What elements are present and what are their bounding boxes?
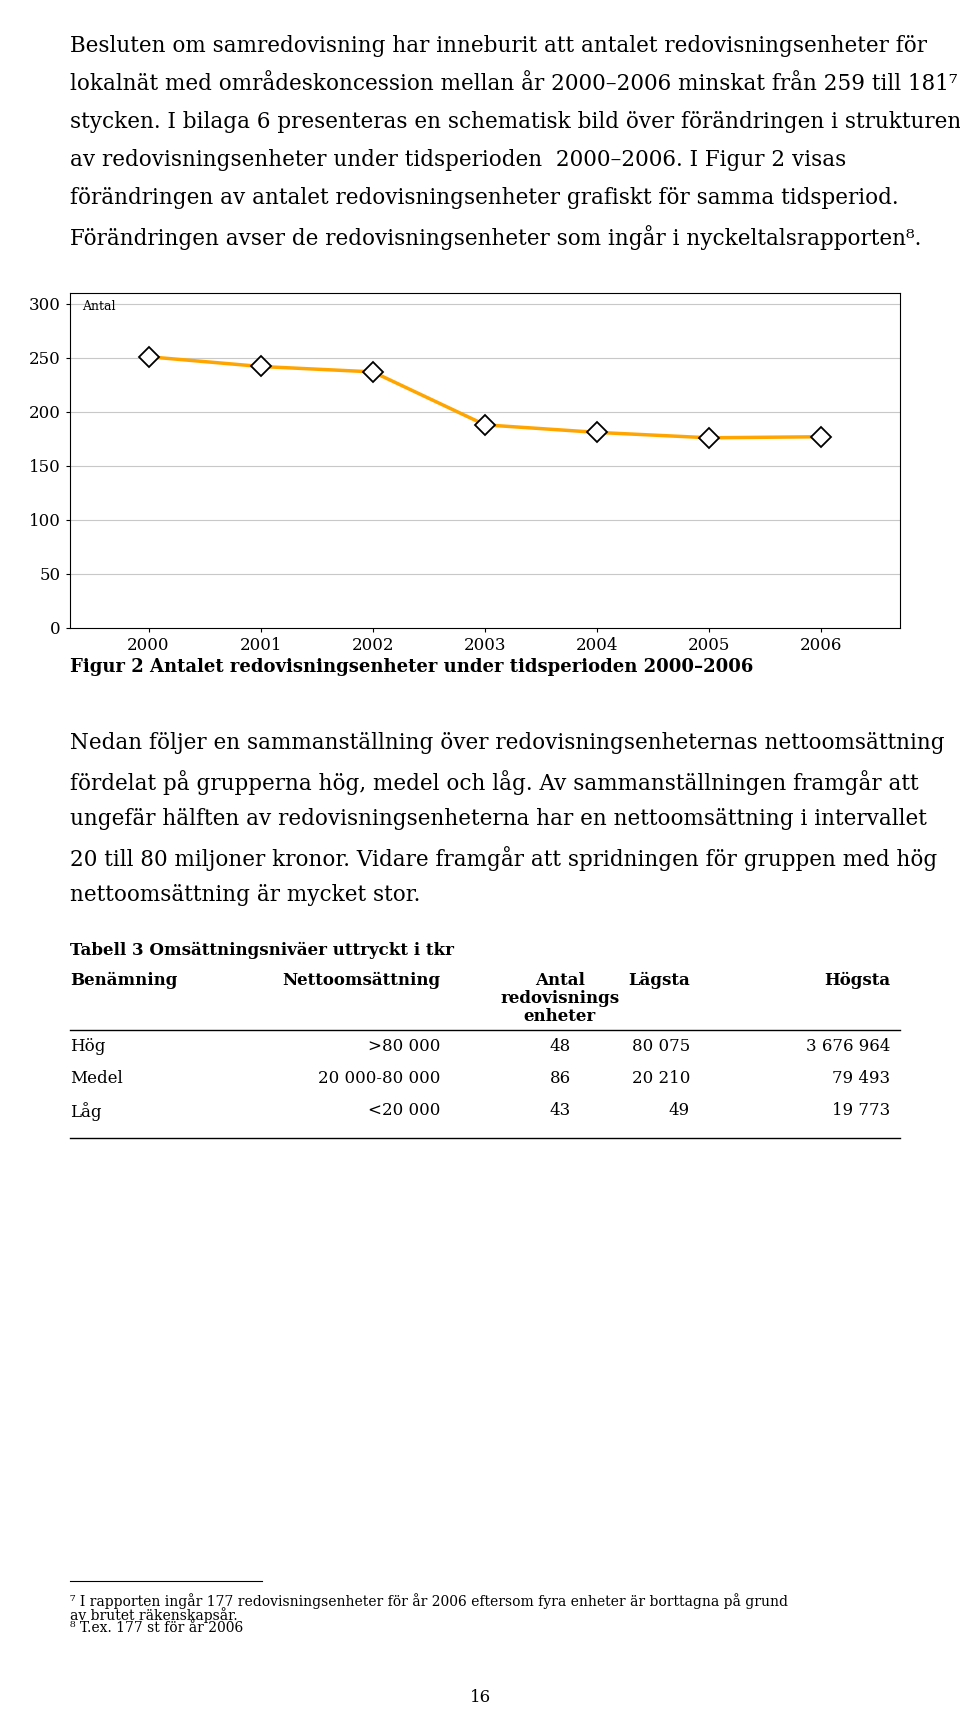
Text: Antal: Antal <box>535 971 585 988</box>
Text: lokalnät med områdeskoncession mellan år 2000–2006 minskat från 259 till 181⁷: lokalnät med områdeskoncession mellan år… <box>70 73 957 95</box>
Text: 19 773: 19 773 <box>831 1102 890 1120</box>
Text: stycken. I bilaga 6 presenteras en schematisk bild över förändringen i strukture: stycken. I bilaga 6 presenteras en schem… <box>70 111 960 133</box>
Text: ungefär hälften av redovisningsenheterna har en nettoomsättning i intervallet: ungefär hälften av redovisningsenheterna… <box>70 809 926 829</box>
Text: förändringen av antalet redovisningsenheter grafiskt för samma tidsperiod.: förändringen av antalet redovisningsenhe… <box>70 187 899 209</box>
Text: 86: 86 <box>549 1070 570 1087</box>
Text: nettoomsättning är mycket stor.: nettoomsättning är mycket stor. <box>70 885 420 905</box>
Text: 20 000-80 000: 20 000-80 000 <box>318 1070 440 1087</box>
Text: Lägsta: Lägsta <box>628 971 690 988</box>
Text: >80 000: >80 000 <box>368 1039 440 1056</box>
Text: Låg: Låg <box>70 1102 102 1121</box>
Text: 48: 48 <box>549 1039 570 1056</box>
Text: Hög: Hög <box>70 1039 106 1056</box>
Text: Högsta: Högsta <box>824 971 890 988</box>
Text: av brutet räkenskapsår.: av brutet räkenskapsår. <box>70 1607 238 1623</box>
Text: 79 493: 79 493 <box>832 1070 890 1087</box>
Text: redovisnings: redovisnings <box>500 990 619 1007</box>
Text: 20 till 80 miljoner kronor. Vidare framgår att spridningen för gruppen med hög: 20 till 80 miljoner kronor. Vidare framg… <box>70 847 937 871</box>
Text: Tabell 3 Omsättningsniväer uttryckt i tkr: Tabell 3 Omsättningsniväer uttryckt i tk… <box>70 942 454 959</box>
Text: Benämning: Benämning <box>70 971 178 988</box>
Text: 43: 43 <box>549 1102 570 1120</box>
Text: Nettoomsättning: Nettoomsättning <box>282 971 440 988</box>
Text: 16: 16 <box>469 1688 491 1706</box>
Text: fördelat på grupperna hög, medel och låg. Av sammanställningen framgår att: fördelat på grupperna hög, medel och låg… <box>70 771 919 795</box>
Text: 3 676 964: 3 676 964 <box>805 1039 890 1056</box>
Text: Förändringen avser de redovisningsenheter som ingår i nyckeltalsrapporten⁸.: Förändringen avser de redovisningsenhete… <box>70 225 922 251</box>
Text: 20 210: 20 210 <box>632 1070 690 1087</box>
Text: av redovisningsenheter under tidsperioden  2000–2006. I Figur 2 visas: av redovisningsenheter under tidsperiode… <box>70 149 847 171</box>
Text: ⁷ I rapporten ingår 177 redovisningsenheter för år 2006 eftersom fyra enheter är: ⁷ I rapporten ingår 177 redovisningsenhe… <box>70 1593 788 1609</box>
Text: Figur 2 Antalet redovisningsenheter under tidsperioden 2000–2006: Figur 2 Antalet redovisningsenheter unde… <box>70 658 754 676</box>
Text: enheter: enheter <box>524 1007 596 1025</box>
Text: <20 000: <20 000 <box>368 1102 440 1120</box>
Text: 49: 49 <box>669 1102 690 1120</box>
Text: ⁸ T.ex. 177 st för år 2006: ⁸ T.ex. 177 st för år 2006 <box>70 1621 243 1635</box>
Text: Medel: Medel <box>70 1070 123 1087</box>
Text: Besluten om samredovisning har inneburit att antalet redovisningsenheter för: Besluten om samredovisning har inneburit… <box>70 35 927 57</box>
Text: Nedan följer en sammanställning över redovisningsenheternas nettoomsättning: Nedan följer en sammanställning över red… <box>70 733 945 753</box>
Text: Antal: Antal <box>83 299 116 313</box>
Text: 80 075: 80 075 <box>632 1039 690 1056</box>
